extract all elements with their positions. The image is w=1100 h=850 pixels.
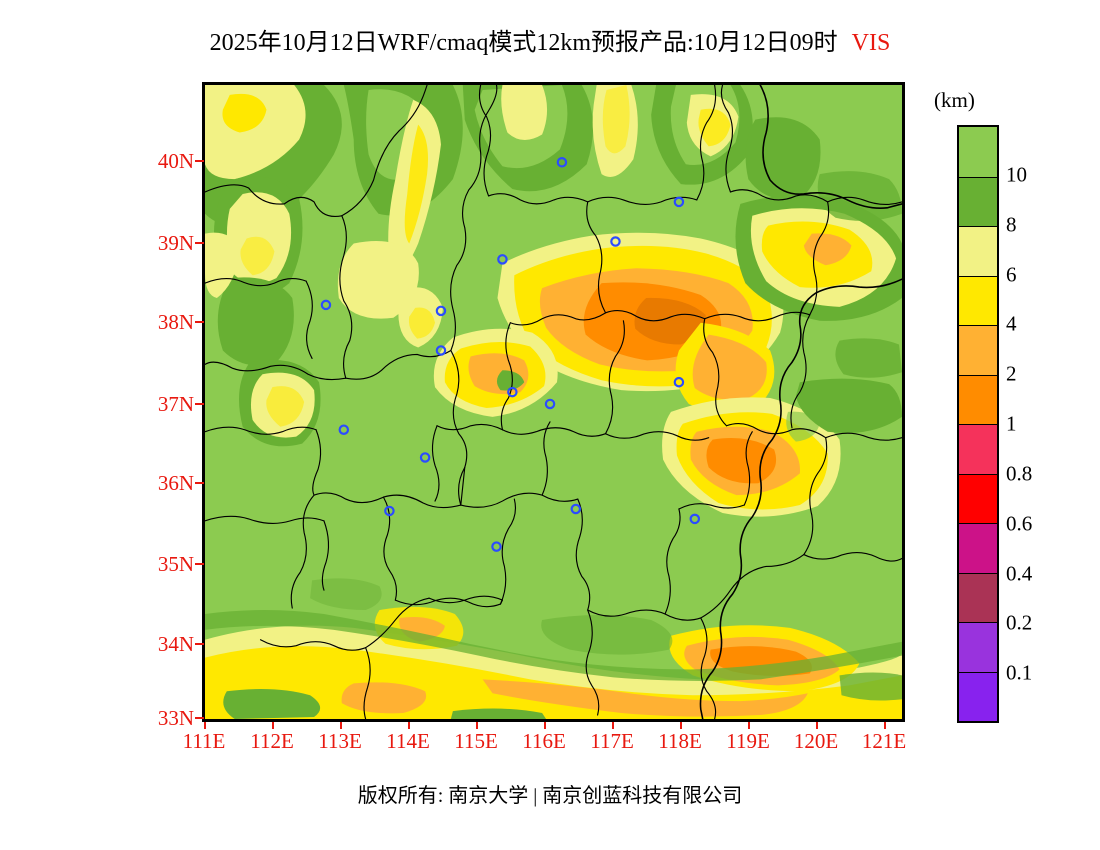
lon-label-118e: 118E: [658, 729, 702, 753]
colorbar-tick-1: 1: [1006, 411, 1017, 436]
lat-label-36n: 36N: [157, 471, 194, 495]
colorbar-band-0.2-0.4[interactable]: [959, 572, 997, 622]
lon-tick-120e: [816, 722, 818, 729]
colorbar[interactable]: [957, 125, 999, 723]
copyright-footer: 版权所有: 南京大学 | 南京创蓝科技有限公司: [357, 785, 743, 807]
lon-label-112e: 112E: [250, 729, 294, 753]
lon-label-115e: 115E: [454, 729, 498, 753]
lon-label-113e: 113E: [318, 729, 362, 753]
lon-label-119e: 119E: [726, 729, 770, 753]
page-title: 2025年10月12日WRF/cmaq模式12km预报产品:10月12日09时 V…: [0, 22, 1100, 57]
lat-label-39n: 39N: [157, 231, 194, 255]
lon-tick-116e: [544, 722, 546, 729]
colorbar-tick-8: 8: [1006, 212, 1017, 237]
colorbar-band-2-4[interactable]: [959, 325, 997, 375]
lon-tick-113e: [340, 722, 342, 729]
colorbar-band-6-8[interactable]: [959, 226, 997, 276]
colorbar-tick-0.8: 0.8: [1006, 461, 1033, 486]
colorbar-tick-0.6: 0.6: [1006, 511, 1033, 536]
lon-label-114e: 114E: [386, 729, 430, 753]
lon-label-117e: 117E: [590, 729, 634, 753]
colorbar-band-0.8-1[interactable]: [959, 424, 997, 474]
lat-tick-40n: [195, 160, 204, 162]
lon-label-111e: 111E: [182, 729, 226, 753]
lat-tick-33n: [195, 717, 204, 719]
lon-tick-115e: [476, 722, 478, 729]
lat-tick-35n: [195, 563, 204, 565]
colorbar-tick-0.2: 0.2: [1006, 610, 1033, 635]
colorbar-unit-label: (km): [934, 88, 975, 112]
lat-label-37n: 37N: [157, 392, 194, 416]
lon-label-121e: 121E: [861, 729, 907, 753]
forecast-map[interactable]: [202, 82, 905, 722]
lat-label-33n: 33N: [157, 706, 194, 730]
lon-label-120e: 120E: [793, 729, 839, 753]
lat-tick-34n: [195, 643, 204, 645]
lon-tick-119e: [748, 722, 750, 729]
title-variable-label: VIS: [851, 30, 891, 56]
colorbar-band-0.4-0.6[interactable]: [959, 523, 997, 573]
lon-label-116e: 116E: [522, 729, 566, 753]
colorbar-band->10[interactable]: [959, 127, 997, 177]
colorbar-tick-4: 4: [1006, 311, 1017, 336]
colorbar-band-<0.1[interactable]: [959, 671, 997, 721]
lat-label-35n: 35N: [157, 552, 194, 576]
lon-tick-114e: [408, 722, 410, 729]
colorbar-band-0.1-0.2[interactable]: [959, 622, 997, 672]
lon-tick-112e: [272, 722, 274, 729]
lon-tick-111e: [204, 722, 206, 729]
colorbar-band-0.6-0.8[interactable]: [959, 473, 997, 523]
colorbar-tick-0.4: 0.4: [1006, 561, 1033, 585]
lon-tick-118e: [680, 722, 682, 729]
lat-tick-37n: [195, 403, 204, 405]
lat-tick-39n: [195, 242, 204, 244]
colorbar-band-8-10[interactable]: [959, 176, 997, 226]
colorbar-band-4-6[interactable]: [959, 275, 997, 325]
lat-label-34n: 34N: [157, 632, 194, 656]
colorbar-band-1-2[interactable]: [959, 374, 997, 424]
lon-tick-121e: [884, 722, 886, 729]
colorbar-tick-2: 2: [1006, 361, 1017, 386]
title-main-text: 2025年10月12日WRF/cmaq模式12km预报产品:10月12日09时: [209, 30, 838, 56]
lat-label-38n: 38N: [157, 310, 194, 334]
colorbar-tick-6: 6: [1006, 262, 1017, 286]
lat-tick-36n: [195, 482, 204, 484]
visibility-contour-field: [205, 85, 902, 719]
colorbar-tick-0.1: 0.1: [1006, 660, 1033, 685]
lat-label-40n: 40N: [157, 149, 194, 173]
lon-tick-117e: [612, 722, 614, 729]
lat-tick-38n: [195, 321, 204, 323]
colorbar-tick-10: 10: [1006, 162, 1027, 187]
